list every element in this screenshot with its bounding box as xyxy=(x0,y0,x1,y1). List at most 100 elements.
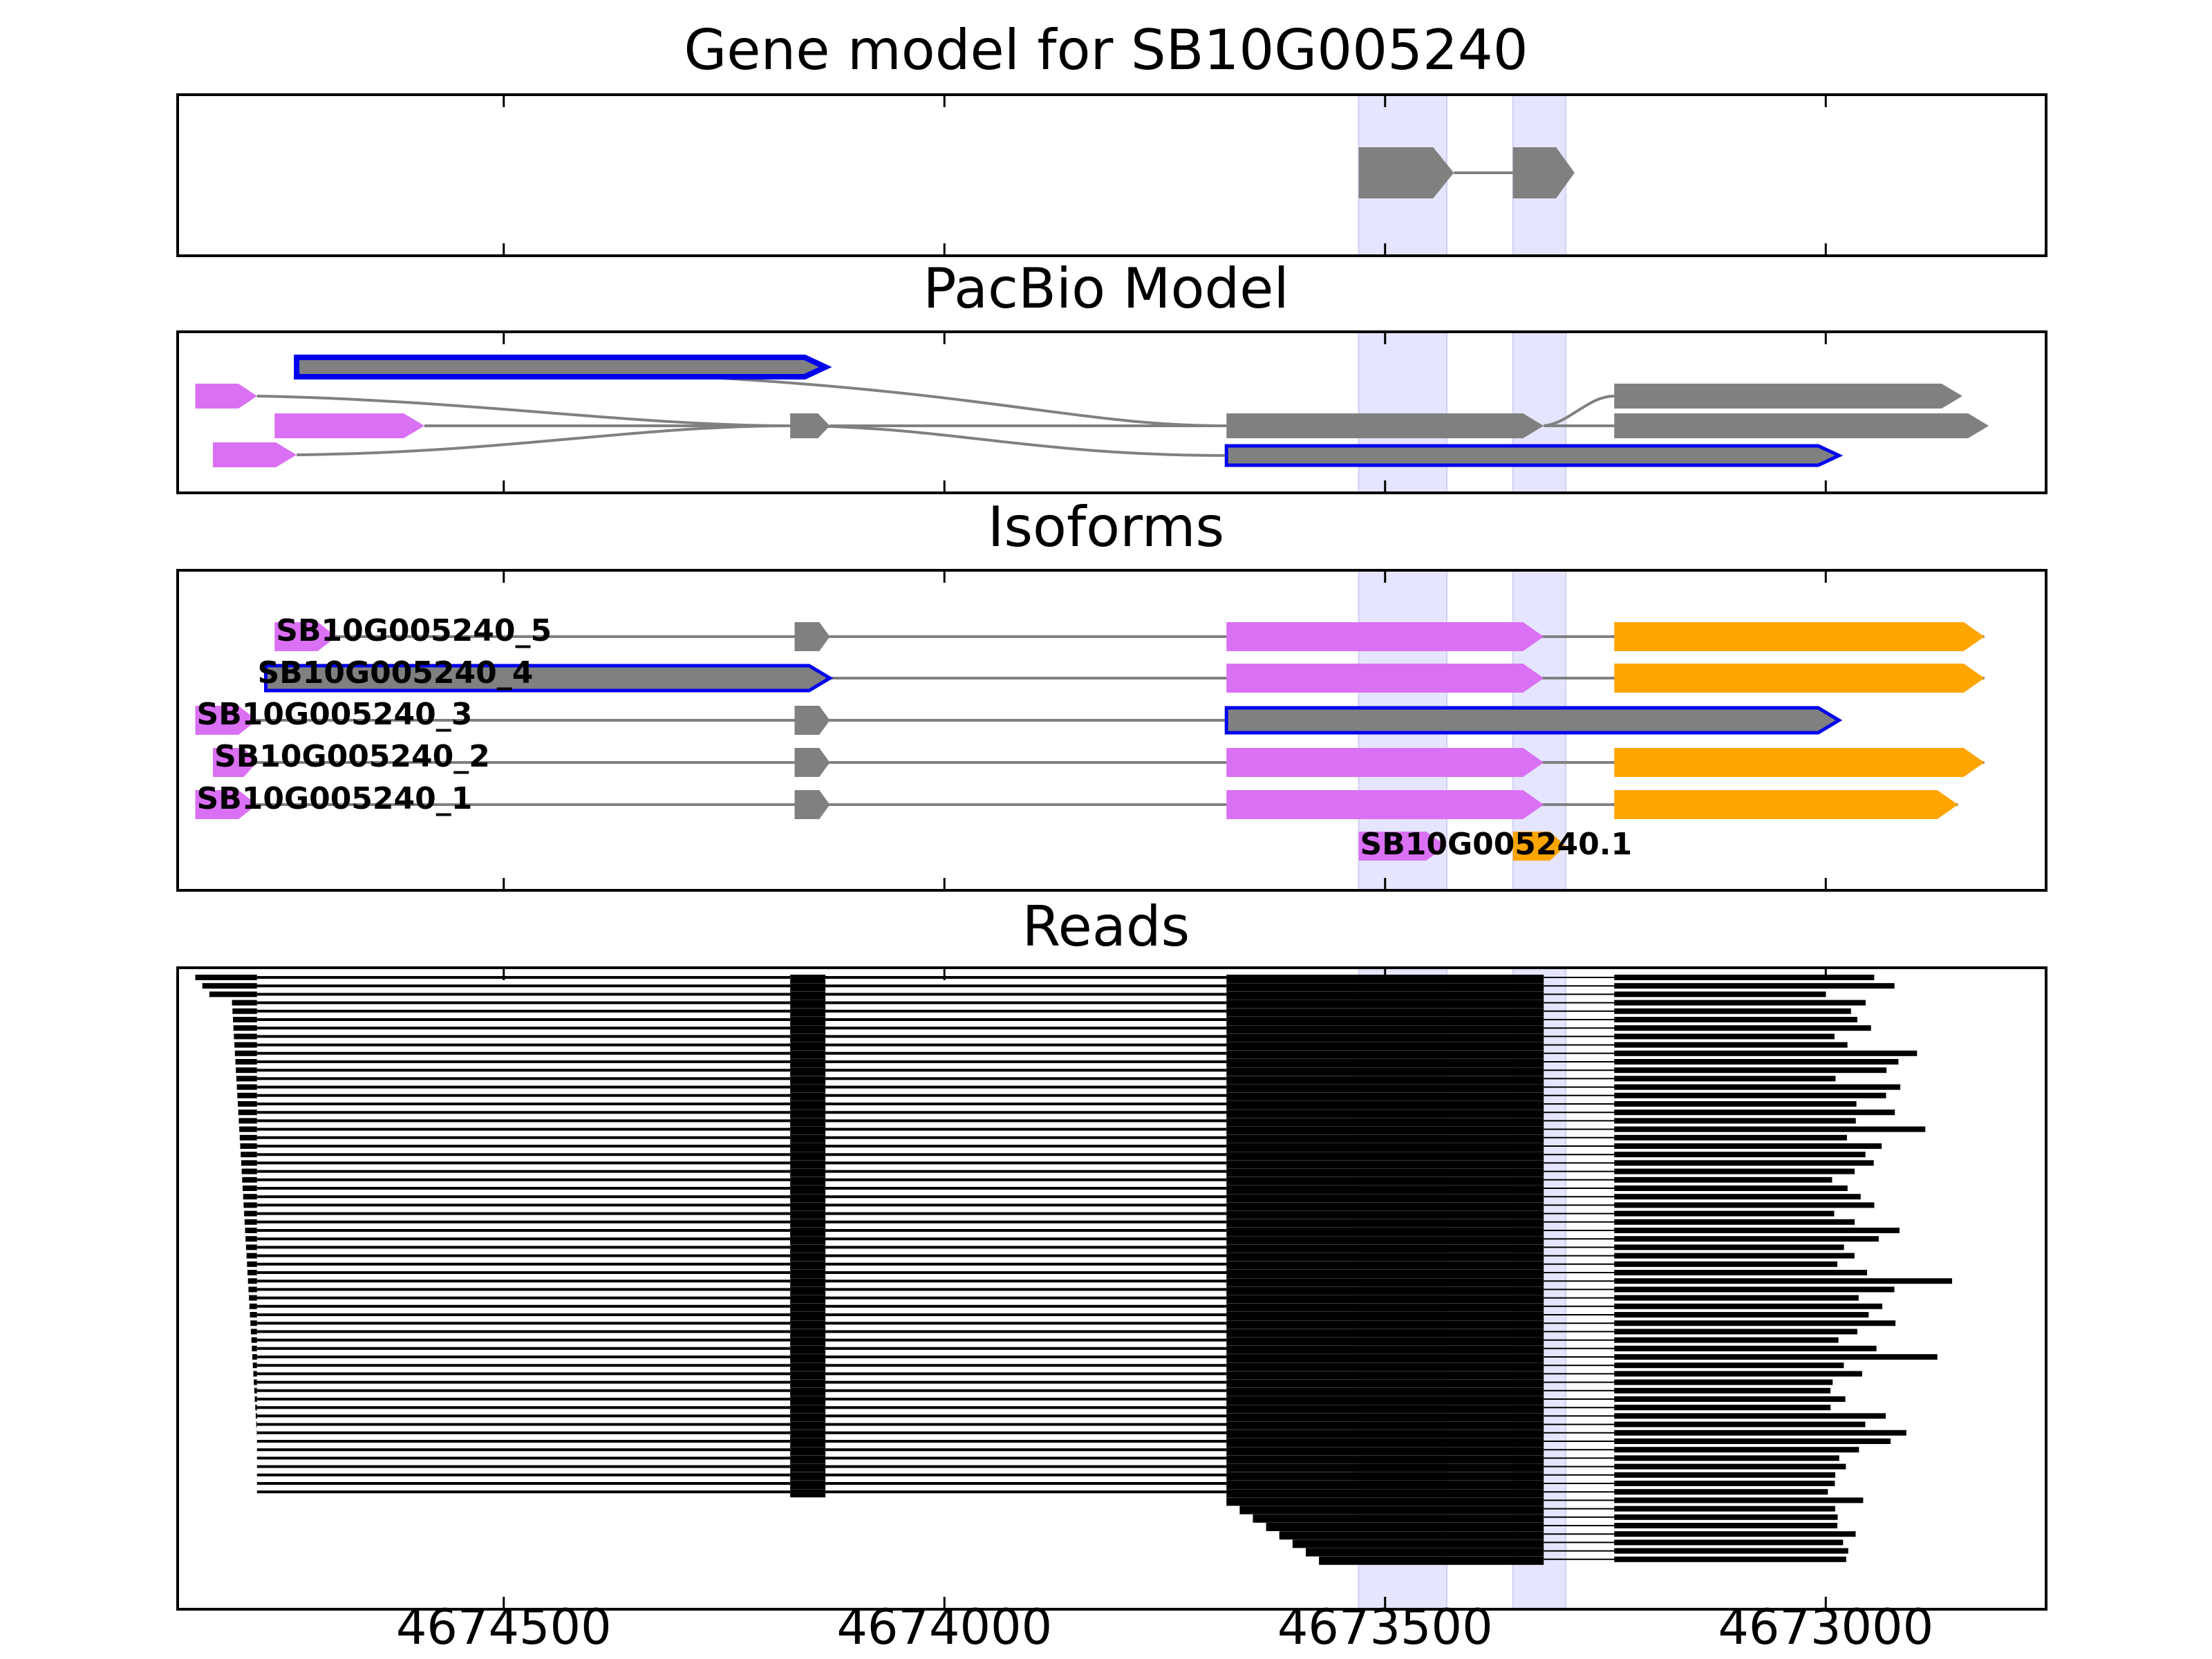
pacbio-exon-1-0 xyxy=(195,384,257,409)
read-exon-1 xyxy=(254,1396,257,1402)
isoform-exon-4-0 xyxy=(195,790,257,819)
read-exon-4 xyxy=(1614,1008,1851,1014)
read-exon-3 xyxy=(1226,1261,1544,1270)
read-exon-2 xyxy=(790,1050,826,1059)
read-16 xyxy=(238,1109,1895,1118)
read-exon-3 xyxy=(1226,1430,1544,1438)
read-exon-3 xyxy=(1266,1523,1544,1531)
read-exon-4 xyxy=(1614,1084,1901,1090)
isoform-label-1: SB10G005240_4 xyxy=(258,655,534,691)
read-exon-1 xyxy=(241,1168,257,1174)
read-exon-3 xyxy=(1226,1228,1544,1236)
read-exon-3 xyxy=(1239,1506,1544,1515)
read-exon-4 xyxy=(1614,1270,1867,1275)
read-54 xyxy=(256,1430,1906,1438)
isoform-exon-0-0 xyxy=(274,622,337,651)
read-exon-3 xyxy=(1226,1101,1544,1109)
read-31 xyxy=(245,1236,1879,1245)
read-exon-1 xyxy=(245,1244,257,1250)
read-exon-1 xyxy=(241,1160,257,1166)
read-exon-1 xyxy=(251,1337,257,1343)
read-exon-3 xyxy=(1226,1489,1544,1498)
read-46 xyxy=(252,1362,1844,1371)
read-exon-2 xyxy=(790,1320,826,1329)
read-exon-4 xyxy=(1614,1497,1864,1503)
read-exon-4 xyxy=(1614,1430,1906,1436)
read-exon-1 xyxy=(254,1387,257,1394)
read-exon-2 xyxy=(790,1177,826,1185)
read-exon-4 xyxy=(1614,1345,1877,1351)
read-exon-2 xyxy=(790,1244,826,1253)
isoforms-marks: SB10G005240_5 SB10G005240_4 SB10G005240_3 S… xyxy=(195,613,1985,862)
isoform-exon-4-2 xyxy=(1226,790,1544,819)
read-exon-3 xyxy=(1226,1050,1544,1059)
read-exon-1 xyxy=(252,1354,257,1360)
read-exon-3 xyxy=(1226,1033,1544,1042)
read-50 xyxy=(254,1396,1846,1405)
read-64 xyxy=(1253,1514,1838,1523)
read-exon-2 xyxy=(790,991,826,1000)
read-exon-4 xyxy=(1614,1059,1899,1065)
read-exon-3 xyxy=(1226,1320,1544,1329)
pacbio-frame xyxy=(176,330,2047,494)
read-exon-3 xyxy=(1226,1210,1544,1219)
read-exon-2 xyxy=(790,1481,826,1489)
read-exon-4 xyxy=(1614,1118,1856,1124)
read-exon-2 xyxy=(790,1387,826,1396)
read-exon-1 xyxy=(238,1109,257,1116)
read-35 xyxy=(247,1270,1867,1278)
read-exon-2 xyxy=(790,1472,826,1481)
read-exon-2 xyxy=(790,1413,826,1422)
read-5 xyxy=(233,1017,1857,1025)
read-1 xyxy=(202,983,1895,992)
read-19 xyxy=(239,1134,1847,1143)
reads-title: Reads xyxy=(1022,894,1190,959)
isoform-exon-0-1 xyxy=(794,622,830,651)
read-6 xyxy=(233,1025,1871,1034)
read-exon-1 xyxy=(253,1371,257,1377)
read-exon-3 xyxy=(1226,1413,1544,1422)
read-0 xyxy=(195,975,1875,983)
read-exon-1 xyxy=(252,1362,257,1369)
read-exon-1 xyxy=(236,1067,257,1074)
read-34 xyxy=(247,1261,1837,1270)
read-exon-2 xyxy=(790,983,826,992)
read-exon-1 xyxy=(250,1329,257,1335)
gene-exon-0 xyxy=(1358,147,1454,198)
pacbio-exon-2-0 xyxy=(274,413,424,438)
read-exon-4 xyxy=(1614,1042,1848,1048)
read-exon-4 xyxy=(1614,1261,1837,1267)
isoform-label-2: SB10G005240_3 xyxy=(197,697,473,732)
read-3 xyxy=(232,1000,1866,1009)
read-52 xyxy=(255,1413,1886,1422)
read-exon-4 xyxy=(1614,1455,1839,1461)
read-exon-2 xyxy=(790,1042,826,1051)
read-exon-3 xyxy=(1226,1118,1544,1127)
read-exon-2 xyxy=(790,1463,826,1472)
read-exon-2 xyxy=(790,1270,826,1278)
read-exon-4 xyxy=(1614,1489,1828,1495)
read-exon-1 xyxy=(235,1059,257,1065)
read-exon-1 xyxy=(240,1143,257,1149)
read-21 xyxy=(241,1152,1866,1161)
read-exon-1 xyxy=(236,1084,257,1090)
pacbio-exon-5-0 xyxy=(1614,384,1962,409)
read-exon-4 xyxy=(1614,1134,1847,1141)
isoforms-frame xyxy=(176,569,2047,892)
read-exon-4 xyxy=(1614,1228,1900,1233)
pacbio-exon-2-1 xyxy=(790,413,830,438)
read-exon-1 xyxy=(256,1421,257,1427)
read-exon-2 xyxy=(790,1405,826,1414)
read-exon-3 xyxy=(1226,1134,1544,1143)
read-exon-4 xyxy=(1614,1210,1835,1217)
read-exon-4 xyxy=(1614,1354,1938,1360)
read-exon-1 xyxy=(249,1295,257,1301)
read-exon-1 xyxy=(247,1261,257,1267)
read-exon-3 xyxy=(1306,1548,1544,1557)
read-42 xyxy=(250,1329,1857,1338)
pacbio-highlights xyxy=(1358,331,1567,494)
pacbio-exon-6-0 xyxy=(1614,413,1989,438)
read-exon-3 xyxy=(1226,1286,1544,1295)
read-exon-3 xyxy=(1226,1345,1544,1354)
